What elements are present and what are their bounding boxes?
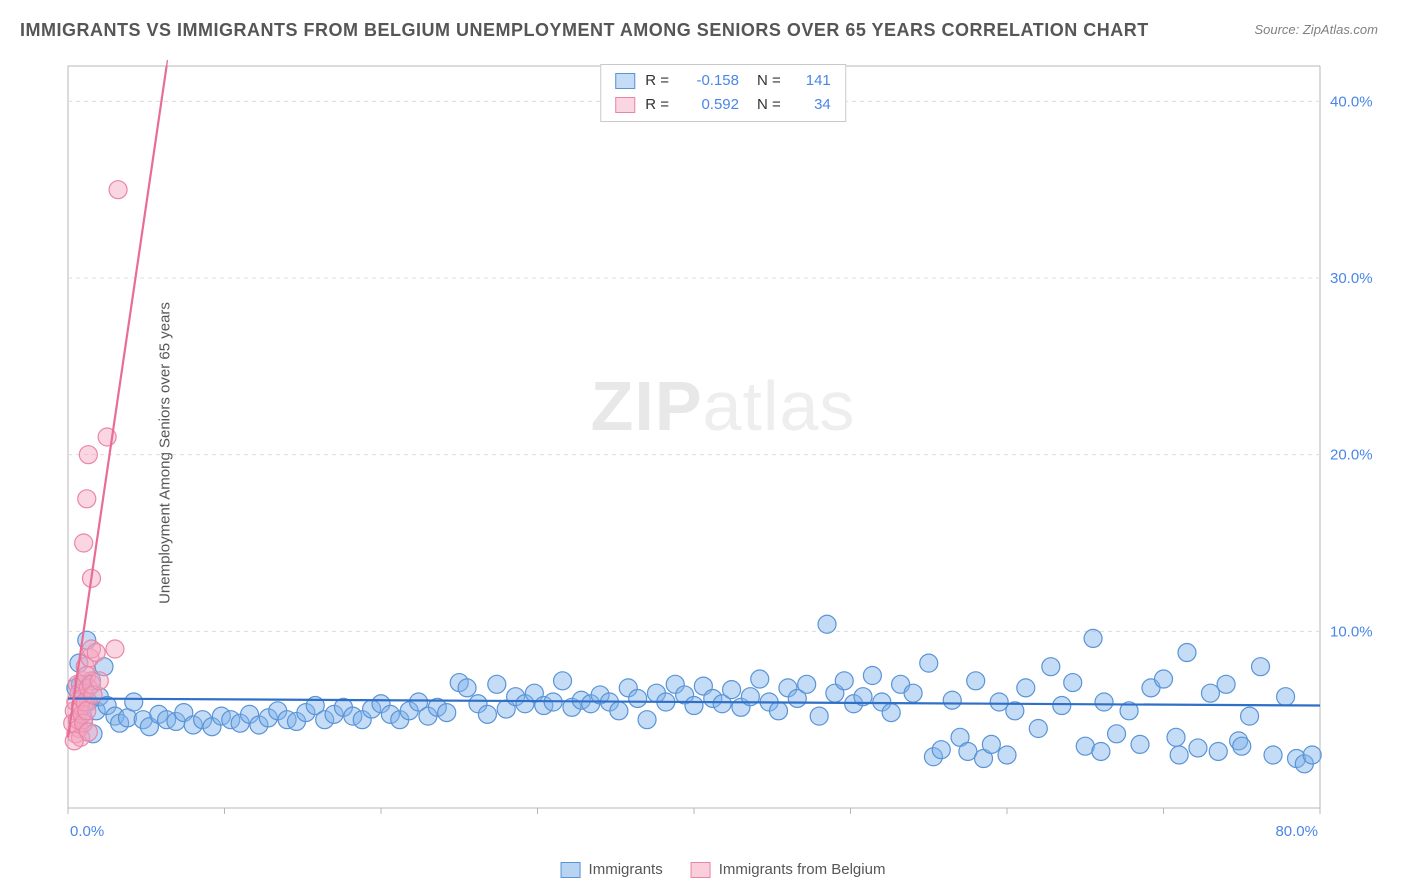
- source-attrib: Source: ZipAtlas.com: [1254, 22, 1378, 37]
- plot-area: Unemployment Among Seniors over 65 years…: [56, 58, 1390, 848]
- stats-n-value: 34: [791, 93, 831, 117]
- svg-text:40.0%: 40.0%: [1330, 93, 1373, 110]
- stats-swatch: [615, 97, 635, 113]
- legend-label: Immigrants from Belgium: [719, 861, 886, 878]
- svg-text:20.0%: 20.0%: [1330, 447, 1373, 464]
- legend: Immigrants Immigrants from Belgium: [561, 861, 886, 878]
- correlation-stats-box: R = -0.158 N = 141 R = 0.592 N = 34: [600, 64, 846, 122]
- stats-r-label: R =: [645, 93, 669, 117]
- svg-text:0.0%: 0.0%: [70, 823, 104, 840]
- chart-title: IMMIGRANTS VS IMMIGRANTS FROM BELGIUM UN…: [20, 20, 1149, 41]
- source-name: ZipAtlas.com: [1303, 22, 1378, 37]
- legend-item: Immigrants: [561, 861, 663, 878]
- source-prefix: Source:: [1254, 22, 1302, 37]
- stats-row: R = -0.158 N = 141: [615, 69, 831, 93]
- svg-text:30.0%: 30.0%: [1330, 270, 1373, 287]
- stats-n-label: N =: [757, 69, 781, 93]
- svg-text:80.0%: 80.0%: [1275, 823, 1318, 840]
- legend-swatch: [691, 862, 711, 878]
- svg-text:10.0%: 10.0%: [1330, 623, 1373, 640]
- stats-n-label: N =: [757, 93, 781, 117]
- stats-swatch: [615, 73, 635, 89]
- stats-row: R = 0.592 N = 34: [615, 93, 831, 117]
- legend-label: Immigrants: [589, 861, 663, 878]
- legend-item: Immigrants from Belgium: [691, 861, 886, 878]
- stats-r-value: -0.158: [679, 69, 739, 93]
- stats-n-value: 141: [791, 69, 831, 93]
- legend-swatch: [561, 862, 581, 878]
- stats-r-value: 0.592: [679, 93, 739, 117]
- stats-r-label: R =: [645, 69, 669, 93]
- scatter-plot-svg: 10.0% 20.0% 30.0% 40.0% 0.0% 80.0%: [56, 58, 1390, 848]
